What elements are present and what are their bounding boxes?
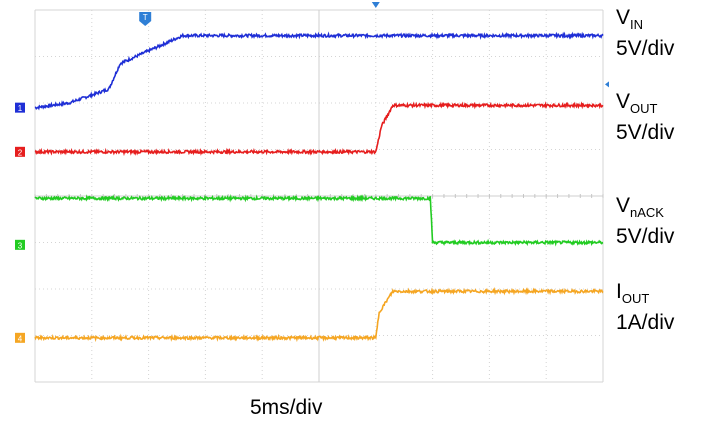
trace-marker-box	[15, 102, 25, 113]
label-vnack-scale: 5V/div	[616, 225, 675, 248]
trace-out	[34, 101, 604, 157]
label-vnack: VnACK 5V/div	[616, 194, 674, 249]
trace-marker-number: 2	[18, 148, 23, 157]
label-vnack-name: VnACK	[616, 194, 664, 220]
label-vin: VIN 5V/div	[616, 6, 674, 61]
label-vout: VOUT 5V/div	[616, 90, 674, 145]
trigger-t-shape	[139, 12, 152, 26]
trace-nack	[34, 194, 604, 247]
trace-marker-1: 1	[15, 102, 25, 113]
label-vin-name: VIN	[616, 6, 644, 32]
x-axis-label: 5ms/div	[250, 396, 323, 419]
label-iout-scale: 1A/div	[616, 311, 675, 334]
trigger-level-marker	[605, 81, 609, 88]
trigger-position-marker	[371, 2, 380, 8]
label-iout-name: IOUT	[616, 280, 650, 306]
trace-marker-number: 3	[18, 241, 23, 250]
oscilloscope-screen: 1 2 3 4 T	[15, 2, 609, 383]
traces	[34, 31, 604, 343]
trace-markers: 1 2 3 4	[15, 102, 25, 343]
trace-marker-number: 4	[18, 334, 23, 343]
trigger-markers: T	[139, 2, 609, 88]
trace-marker-box	[15, 332, 25, 343]
label-vout-scale: 5V/div	[616, 121, 675, 144]
trigger-t-letter: T	[143, 13, 148, 22]
trace-in	[34, 31, 604, 111]
trace-marker-2: 2	[15, 146, 25, 157]
trace-marker-3: 3	[15, 239, 25, 250]
trigger-t-marker: T	[139, 12, 152, 26]
label-vout-name: VOUT	[616, 90, 658, 116]
trace-out	[34, 286, 604, 343]
trace-marker-box	[15, 146, 25, 157]
grid	[34, 9, 604, 383]
trace-marker-4: 4	[15, 332, 25, 343]
label-iout: IOUT 1A/div	[616, 280, 674, 335]
trace-marker-box	[15, 239, 25, 250]
label-vin-scale: 5V/div	[616, 37, 675, 60]
trace-marker-number: 1	[18, 104, 23, 113]
